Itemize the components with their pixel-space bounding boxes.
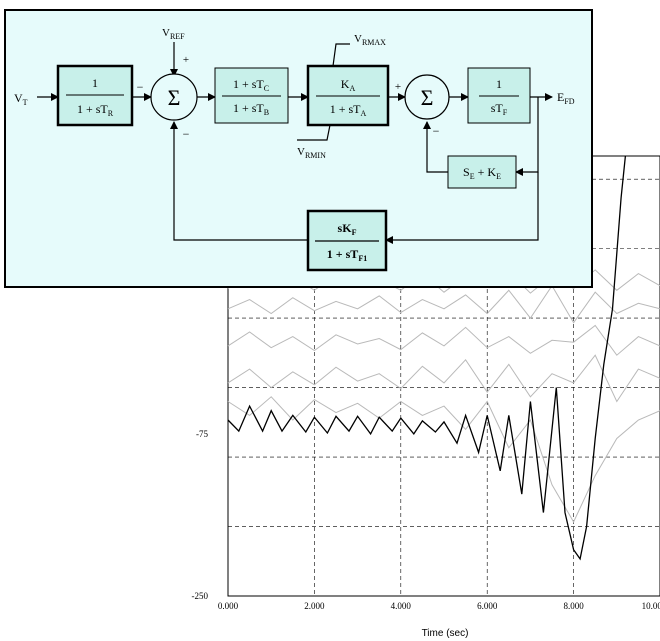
se-feedback-out [423,121,448,173]
y-tick-label: -75 [196,429,208,439]
vt-label: VT [14,91,28,107]
x-axis-label: Time (sec) [422,628,469,639]
tr-block: 1 1 + sTR [56,64,134,127]
diagram-panel [4,9,593,288]
sum1-circle [150,73,198,121]
tf-block: 1 sTF [467,67,531,124]
efd-label: EFD [557,90,575,106]
vrmax-limit [332,43,350,67]
tr-numerator: 1 [92,76,98,90]
summing-junction-1: Σ − + − [137,54,198,141]
ka-numerator: KA [341,77,356,93]
grey-trace [227,324,660,356]
tb-denominator: 1 + sTB [233,101,269,117]
sum2-circle [404,74,450,120]
vrmin-limit [297,124,331,141]
tf-numerator: 1 [496,77,502,91]
x-tick-label: 4.000 [391,601,412,611]
y-tick-label: -250 [192,591,209,601]
sum1-minus-bottom: − [183,127,190,141]
x-tick-label: 8.000 [563,601,584,611]
grey-trace [227,284,660,324]
ka-block: KA 1 + sTA [306,64,390,127]
vref-label: VREF [162,27,185,41]
kf-numerator: sKF [338,221,357,237]
sum1-plus-top: + [183,54,189,66]
sum1-symbol: Σ [168,85,181,110]
x-tick-labels: 0.000 2.000 4.000 6.000 8.000 10.000 [218,601,660,611]
tc-numerator: 1 + sTC [233,77,269,93]
x-tick-label: 10.000 [642,601,660,611]
sum2-minus: − [433,124,440,138]
tc-tb-block: 1 + sTC 1 + sTB [214,67,289,124]
tf1-denominator: 1 + sTF1 [327,247,367,263]
signal-lines [37,42,553,244]
x-tick-label: 2.000 [304,601,325,611]
tf-denominator: sTF [491,101,508,117]
vrmax-label: VRMAX [354,33,386,47]
sum2-symbol: Σ [421,85,434,110]
kf-block: sKF 1 + sTF1 [306,209,388,272]
summing-junction-2: Σ + − [395,74,450,138]
se-ke-label: SE + KE [463,165,501,181]
black-trace [227,155,627,561]
y-tick-labels: 100-75-250 [192,267,209,601]
ta-denominator: 1 + sTA [330,102,367,118]
sum1-minus-left: − [137,80,144,94]
grey-trace [227,354,660,403]
kf-feedback-out [170,121,308,241]
se-ke-block: SE + KE [447,155,517,189]
vrmin-label: VRMIN [297,146,326,160]
grey-trace [227,396,660,523]
x-tick-label: 0.000 [218,601,239,611]
sum2-plus: + [395,81,401,93]
kf-feedback-in [385,172,539,244]
tr-denominator: 1 + sTR [77,102,114,118]
block-diagram: 1 1 + sTR Σ − + − 1 + sTC 1 + sTB KA 1 +… [4,9,593,288]
se-ke-block-box [447,155,517,189]
x-tick-label: 6.000 [477,601,498,611]
